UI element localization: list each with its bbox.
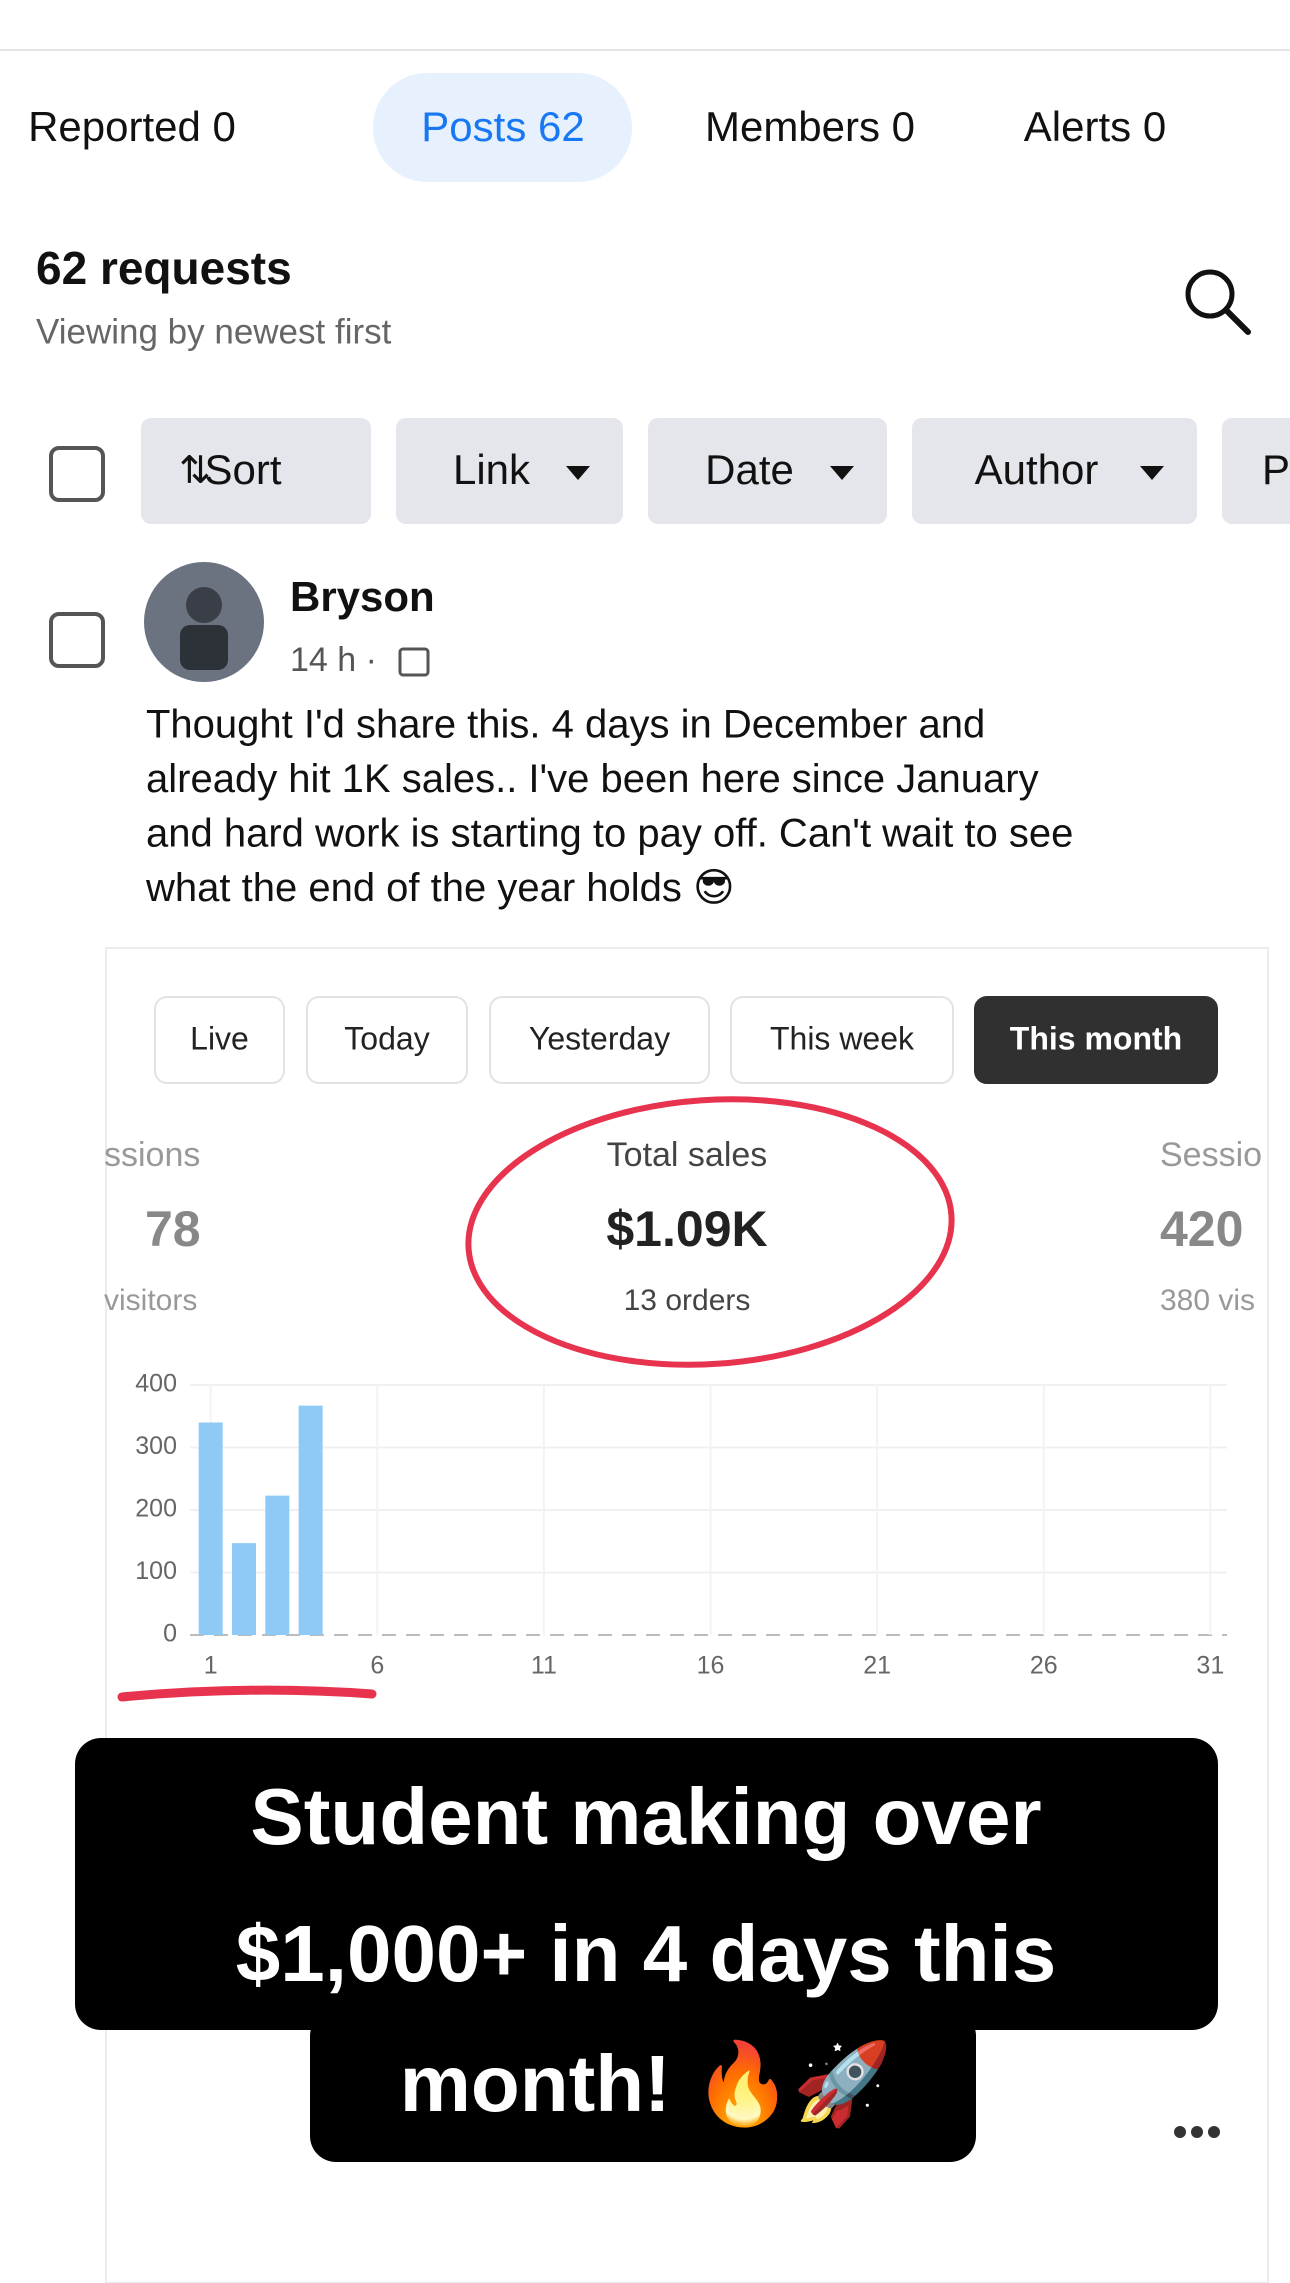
filter-label: Sort (204, 446, 281, 493)
range-button[interactable] (730, 996, 954, 1084)
bar (231, 1543, 256, 1635)
metric-sub: 380 vis (1160, 1284, 1255, 1317)
bar (298, 1405, 323, 1635)
tab[interactable]: Alerts 0 (1024, 103, 1166, 150)
range-button[interactable] (154, 996, 285, 1084)
range-button[interactable] (306, 996, 468, 1084)
filter-button[interactable] (396, 418, 623, 524)
filter-button[interactable] (141, 418, 371, 524)
metric-sub: 13 orders (624, 1284, 751, 1317)
metric-sub: visitors (104, 1284, 197, 1317)
post-text: already hit 1K sales.. I've been here si… (146, 757, 1039, 801)
post-text: what the end of the year holds 😎 (145, 866, 735, 910)
filter-button[interactable] (912, 418, 1197, 524)
y-tick-label: 0 (163, 1620, 177, 1648)
metric-value: 420 (1160, 1201, 1243, 1257)
metric-label: Sessio (1160, 1136, 1262, 1174)
caption-box (75, 1738, 1218, 2030)
post-text: Thought I'd share this. 4 days in Decemb… (146, 703, 985, 747)
range-button[interactable] (974, 996, 1218, 1084)
range-label: Live (190, 1020, 249, 1056)
x-tick-label: 31 (1196, 1652, 1224, 1680)
more-dot (1208, 2126, 1220, 2138)
bar (198, 1422, 223, 1635)
y-tick-label: 400 (135, 1370, 177, 1398)
filter-button[interactable] (1222, 418, 1290, 524)
more-dot (1191, 2126, 1203, 2138)
range-label: Yesterday (529, 1020, 670, 1056)
x-tick-label: 16 (697, 1652, 725, 1680)
caption-text: month! 🔥🚀 (400, 2038, 892, 2129)
search-icon[interactable] (1185, 269, 1235, 319)
filter-label: Author (975, 446, 1099, 493)
x-tick-label: 6 (370, 1652, 384, 1680)
metric-value: $1.09K (606, 1201, 767, 1257)
dropdown-arrow (830, 466, 854, 480)
header-subtitle: Viewing by newest first (36, 312, 392, 351)
y-tick-label: 300 (135, 1432, 177, 1460)
red-circle-annotation (465, 1096, 955, 1368)
metric-value: 78 (145, 1201, 201, 1257)
audience-icon (398, 647, 430, 677)
checkbox[interactable] (49, 446, 105, 502)
author-name: Bryson (290, 573, 435, 620)
dropdown-arrow (566, 466, 590, 480)
y-tick-label: 200 (135, 1495, 177, 1523)
active-tab-pill (373, 73, 632, 182)
x-tick-label: 26 (1030, 1652, 1058, 1680)
avatar-figure (180, 625, 228, 670)
search-icon-handle (1223, 307, 1251, 335)
caption-text: Student making over (250, 1772, 1041, 1861)
filter-button[interactable] (648, 418, 887, 524)
bar (265, 1495, 290, 1635)
post-time: 14 h · (290, 641, 377, 679)
header-title: 62 requests (36, 242, 292, 294)
tab[interactable]: Members 0 (705, 103, 915, 150)
more-dot[interactable] (1174, 2126, 1186, 2138)
filter-label: Link (453, 446, 531, 493)
metric-label: Total sales (607, 1136, 768, 1174)
caption-box (310, 2010, 976, 2162)
red-underline-annotation (117, 1685, 377, 1702)
metric-label: ssions (104, 1136, 200, 1174)
caption-text: $1,000+ in 4 days this (236, 1909, 1056, 1998)
range-label: This month (1010, 1020, 1182, 1056)
sort-icon: ⇅ (179, 450, 211, 492)
x-tick-label: 11 (531, 1652, 557, 1680)
checkbox[interactable] (49, 612, 105, 668)
range-label: This week (770, 1020, 915, 1056)
tab[interactable]: Posts 62 (421, 103, 584, 150)
tab[interactable]: Reported 0 (28, 103, 236, 150)
x-tick-label: 1 (204, 1652, 218, 1680)
dropdown-arrow (1140, 466, 1164, 480)
x-tick-label: 21 (863, 1652, 891, 1680)
filter-label: Date (705, 446, 794, 493)
post-text: and hard work is starting to pay off. Ca… (146, 812, 1073, 856)
avatar-figure (186, 587, 222, 623)
range-label: Today (344, 1020, 429, 1056)
filter-label: P (1262, 446, 1290, 493)
range-button[interactable] (489, 996, 710, 1084)
y-tick-label: 100 (135, 1557, 177, 1585)
